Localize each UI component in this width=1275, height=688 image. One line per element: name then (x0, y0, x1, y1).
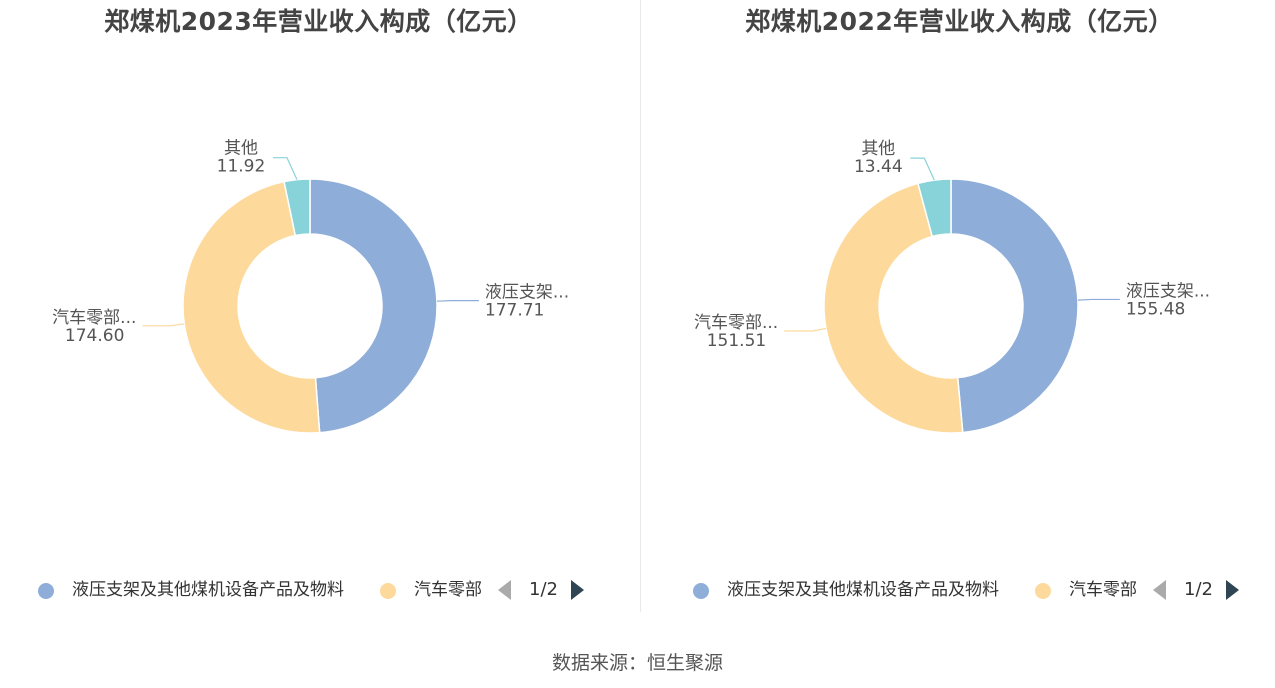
slice-value-label: 174.60 (65, 326, 124, 346)
slice-value-label: 155.48 (1126, 299, 1185, 319)
label-leader-line (910, 157, 935, 181)
chart-panel-2023: 郑煤机2023年营业收入构成（亿元） 液压支架... 177.71 汽车零部... 1… (0, 0, 637, 612)
legend-label: 汽车零部 (1069, 580, 1137, 600)
label-leader-line (142, 323, 185, 327)
legend-label: 液压支架及其他煤机设备产品及物料 (72, 580, 344, 600)
donut-slice (950, 178, 1079, 434)
legend-page-indicator: 1/2 (529, 579, 558, 600)
legend-page-indicator: 1/2 (1184, 579, 1213, 600)
slice-value-label: 177.71 (485, 301, 544, 321)
chart-title: 郑煤机2022年营业收入构成（亿元） (745, 7, 1174, 36)
legend-label: 汽车零部 (414, 580, 482, 600)
slice-category-label: 汽车零部... (694, 313, 778, 333)
slice-value-label: 11.92 (217, 157, 266, 177)
chart-title: 郑煤机2023年营业收入构成（亿元） (104, 7, 533, 36)
legend-dot-hydraulic (38, 583, 54, 599)
donut-slice (916, 178, 952, 238)
caret-left-icon[interactable] (1153, 580, 1166, 600)
donut-slice (283, 178, 311, 237)
donut-slice (309, 178, 438, 434)
slice-value-label: 13.44 (854, 157, 903, 177)
legend-dot-auto-parts (380, 583, 396, 599)
label-leader-line (436, 300, 479, 302)
legend-dot-auto-parts (1035, 583, 1051, 599)
slice-value-label: 151.51 (707, 331, 766, 351)
slice-category-label: 其他 (861, 139, 895, 159)
caret-right-icon[interactable] (571, 580, 584, 600)
slice-category-label: 汽车零部... (52, 308, 136, 328)
panel-divider (640, 0, 641, 612)
donut-slice (182, 180, 321, 434)
legend-pager: 1/2 (498, 576, 598, 604)
donut-slice (823, 182, 964, 434)
legend-label: 液压支架及其他煤机设备产品及物料 (727, 580, 999, 600)
label-leader-line (784, 327, 827, 332)
slice-category-label: 液压支架... (1126, 281, 1210, 301)
legend-pager: 1/2 (1153, 576, 1253, 604)
slice-category-label: 液压支架... (485, 283, 569, 303)
slice-category-label: 其他 (224, 139, 258, 159)
caret-left-icon[interactable] (498, 580, 511, 600)
chart-panel-2022: 郑煤机2022年营业收入构成（亿元） 液压支架... 155.48 汽车零部... 1… (641, 0, 1275, 612)
data-source-note: 数据来源：恒生聚源 (551, 652, 723, 674)
caret-right-icon[interactable] (1226, 580, 1239, 600)
label-leader-line (1077, 298, 1120, 301)
legend-dot-hydraulic (693, 583, 709, 599)
label-leader-line (272, 157, 298, 180)
